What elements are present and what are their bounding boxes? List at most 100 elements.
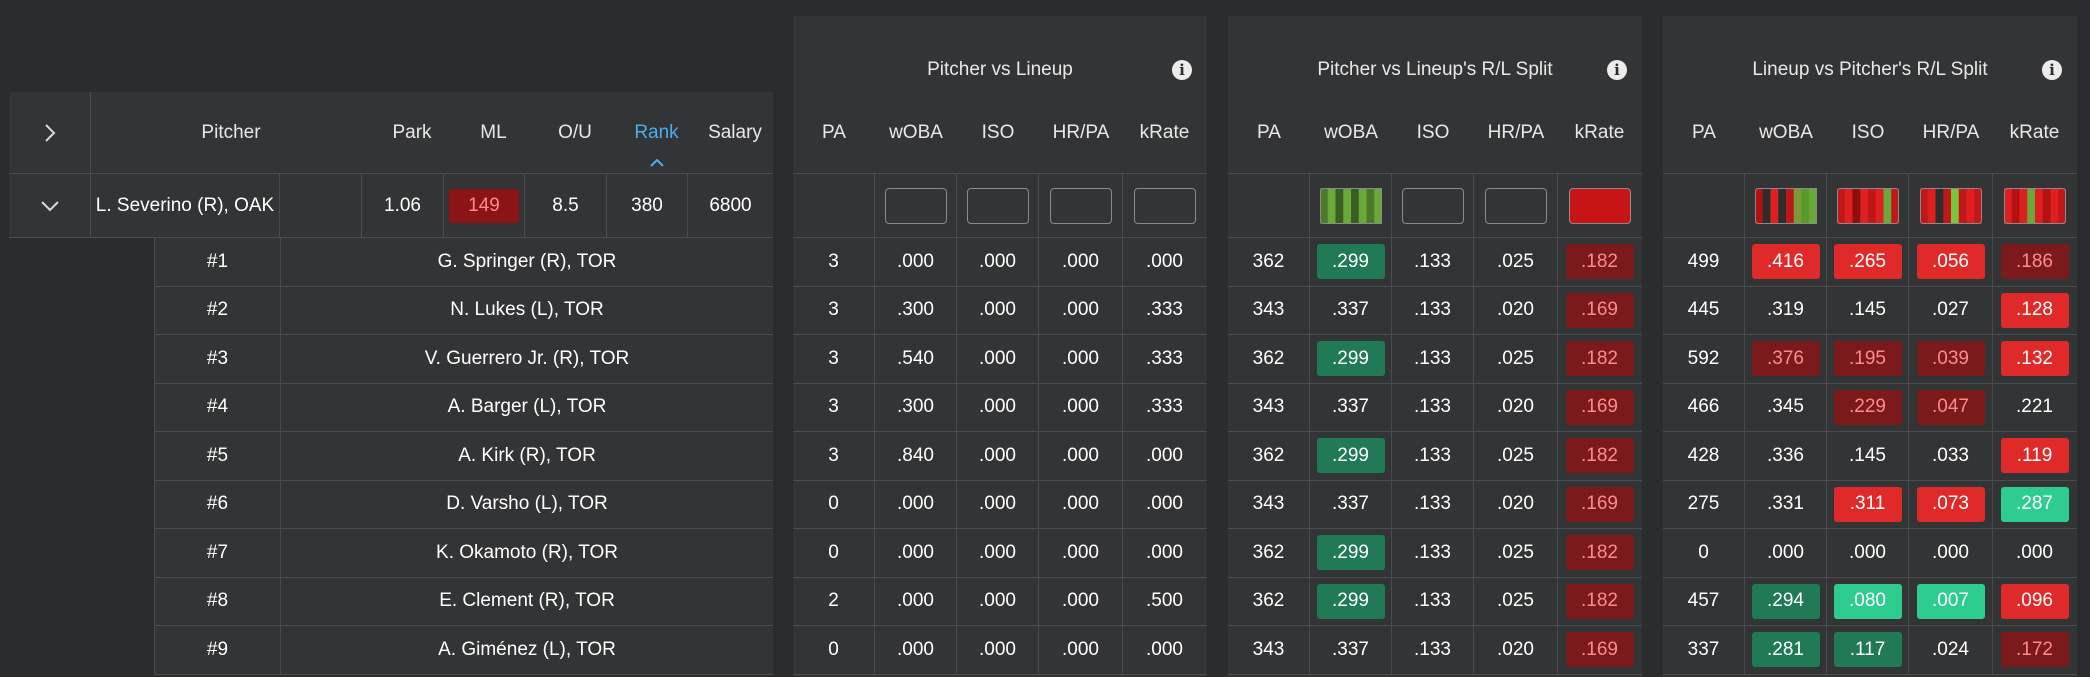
filter-box[interactable] bbox=[1049, 187, 1112, 224]
stat-cell: .025 bbox=[1474, 432, 1558, 480]
pitcher-row[interactable]: L. Severino (R), OAK 1.06 149 8.5 380 68… bbox=[9, 174, 773, 238]
batting-order: #7 bbox=[155, 529, 281, 577]
info-icon[interactable]: i bbox=[1607, 60, 1627, 80]
filter-box-active[interactable] bbox=[1568, 187, 1631, 224]
stat-cell: 343 bbox=[1228, 480, 1310, 528]
col-header-pa[interactable]: PA bbox=[1257, 121, 1281, 143]
stat-cell: .000 bbox=[1039, 626, 1123, 674]
col-header-salary[interactable]: Salary bbox=[708, 121, 762, 143]
filter-cell bbox=[1228, 174, 1310, 237]
stat-cell: 0 bbox=[793, 626, 875, 674]
stat-cell: .169 bbox=[1558, 287, 1641, 335]
stat-badge: .229 bbox=[1833, 389, 1902, 425]
filter-cell[interactable] bbox=[1474, 174, 1558, 237]
stat-cell: .000 bbox=[1039, 335, 1123, 383]
col-header-rank[interactable]: Rank bbox=[616, 92, 697, 173]
distribution-swatch[interactable] bbox=[1754, 187, 1817, 224]
col-header-pa[interactable]: PA bbox=[1692, 121, 1716, 143]
stat-cell: .300 bbox=[875, 383, 957, 431]
stat-badge: .047 bbox=[1916, 389, 1985, 425]
distribution-swatch[interactable] bbox=[2003, 187, 2066, 224]
stat-cell: .056 bbox=[1909, 238, 1993, 286]
stat-badge: .117 bbox=[1833, 632, 1902, 668]
stat-badge: .182 bbox=[1565, 583, 1634, 619]
col-header-ou[interactable]: O/U bbox=[558, 121, 592, 143]
filter-box[interactable] bbox=[1401, 187, 1464, 224]
lineup-row[interactable]: #5 A. Kirk (R), TOR bbox=[154, 432, 773, 481]
stat-cell: .265 bbox=[1827, 238, 1909, 286]
lineup-row[interactable]: #9 A. Giménez (L), TOR bbox=[154, 626, 773, 675]
col-header-krate[interactable]: kRate bbox=[1574, 121, 1625, 143]
stat-badge: .299 bbox=[1316, 583, 1385, 619]
filter-cell[interactable] bbox=[1123, 174, 1206, 237]
collapse-toggle[interactable] bbox=[9, 174, 91, 237]
col-header-hrpa[interactable]: HR/PA bbox=[1052, 121, 1110, 143]
batter-name: G. Springer (R), TOR bbox=[437, 250, 617, 272]
distribution-swatch[interactable] bbox=[1836, 187, 1899, 224]
col-header-park[interactable]: Park bbox=[392, 121, 432, 143]
stat-badge: .039 bbox=[1916, 341, 1985, 377]
panel-header-row: PA wOBA ISO HR/PA kRate bbox=[1228, 92, 1642, 174]
col-header-woba[interactable]: wOBA bbox=[889, 121, 943, 143]
stat-cell: .000 bbox=[875, 238, 957, 286]
stat-cell: .000 bbox=[1146, 541, 1183, 563]
pitcher-table: Pitcher Park ML O/U Rank Salary L. Sever… bbox=[9, 92, 773, 677]
stat-cell: .000 bbox=[957, 432, 1039, 480]
col-header-ml[interactable]: ML bbox=[480, 121, 507, 143]
filter-cell[interactable] bbox=[1827, 174, 1909, 237]
stat-cell: .133 bbox=[1392, 577, 1474, 625]
batter-name: N. Lukes (L), TOR bbox=[450, 299, 604, 321]
distribution-swatch[interactable] bbox=[1319, 187, 1382, 224]
distribution-swatch[interactable] bbox=[1919, 187, 1982, 224]
col-header-pitcher[interactable]: Pitcher bbox=[201, 121, 261, 143]
stat-cell: 362 bbox=[1228, 238, 1310, 286]
col-header-hrpa[interactable]: HR/PA bbox=[1487, 121, 1545, 143]
filter-cell[interactable] bbox=[1993, 174, 2076, 237]
table-row: 3.300.000.000.333 bbox=[793, 383, 1207, 432]
lineup-row[interactable]: #2 N. Lukes (L), TOR bbox=[154, 286, 773, 335]
table-row: 0.000.000.000.000 bbox=[793, 480, 1207, 529]
filter-cell[interactable] bbox=[1310, 174, 1392, 237]
filter-box[interactable] bbox=[1133, 187, 1196, 224]
filter-box[interactable] bbox=[966, 187, 1029, 224]
pitcher-name: L. Severino (R), OAK bbox=[91, 174, 280, 237]
expand-all-toggle[interactable] bbox=[9, 92, 91, 173]
stat-cell: .287 bbox=[1993, 481, 2076, 529]
stat-badge: .169 bbox=[1565, 486, 1634, 522]
pitcher-park: 1.06 bbox=[362, 174, 444, 237]
lineup-row[interactable]: #7 K. Okamoto (R), TOR bbox=[154, 529, 773, 578]
info-icon[interactable]: i bbox=[2042, 60, 2062, 80]
col-header-hrpa[interactable]: HR/PA bbox=[1922, 121, 1980, 143]
filter-box[interactable] bbox=[1484, 187, 1547, 224]
filter-cell[interactable] bbox=[1558, 174, 1641, 237]
batter-name: E. Clement (R), TOR bbox=[439, 590, 615, 612]
info-icon[interactable]: i bbox=[1172, 60, 1192, 80]
col-header-iso[interactable]: ISO bbox=[981, 121, 1015, 143]
lineup-row[interactable]: #4 A. Barger (L), TOR bbox=[154, 383, 773, 432]
filter-cell[interactable] bbox=[875, 174, 957, 237]
filter-cell[interactable] bbox=[1909, 174, 1993, 237]
col-header-iso[interactable]: ISO bbox=[1851, 121, 1885, 143]
filter-cell[interactable] bbox=[957, 174, 1039, 237]
col-header-krate[interactable]: kRate bbox=[1139, 121, 1190, 143]
filter-cell[interactable] bbox=[1745, 174, 1827, 237]
col-header-pa[interactable]: PA bbox=[822, 121, 846, 143]
filter-cell[interactable] bbox=[1039, 174, 1123, 237]
col-header-woba[interactable]: wOBA bbox=[1759, 121, 1813, 143]
stat-cell: .007 bbox=[1909, 577, 1993, 625]
filter-box[interactable] bbox=[884, 187, 947, 224]
filter-cell[interactable] bbox=[1392, 174, 1474, 237]
lineup-row[interactable]: #3 V. Guerrero Jr. (R), TOR bbox=[154, 335, 773, 384]
batter-name: D. Varsho (L), TOR bbox=[446, 493, 608, 515]
col-header-woba[interactable]: wOBA bbox=[1324, 121, 1378, 143]
col-header-iso[interactable]: ISO bbox=[1416, 121, 1450, 143]
lineup-row[interactable]: #1 G. Springer (R), TOR bbox=[154, 238, 773, 287]
batting-order: #6 bbox=[155, 480, 281, 528]
stat-badge: .172 bbox=[2000, 632, 2069, 668]
stat-cell: .182 bbox=[1558, 335, 1641, 383]
lineup-row[interactable]: #6 D. Varsho (L), TOR bbox=[154, 480, 773, 529]
lineup-row[interactable]: #8 E. Clement (R), TOR bbox=[154, 577, 773, 626]
col-header-krate[interactable]: kRate bbox=[2009, 121, 2060, 143]
stat-cell: .000 bbox=[875, 577, 957, 625]
stat-cell: .000 bbox=[957, 383, 1039, 431]
